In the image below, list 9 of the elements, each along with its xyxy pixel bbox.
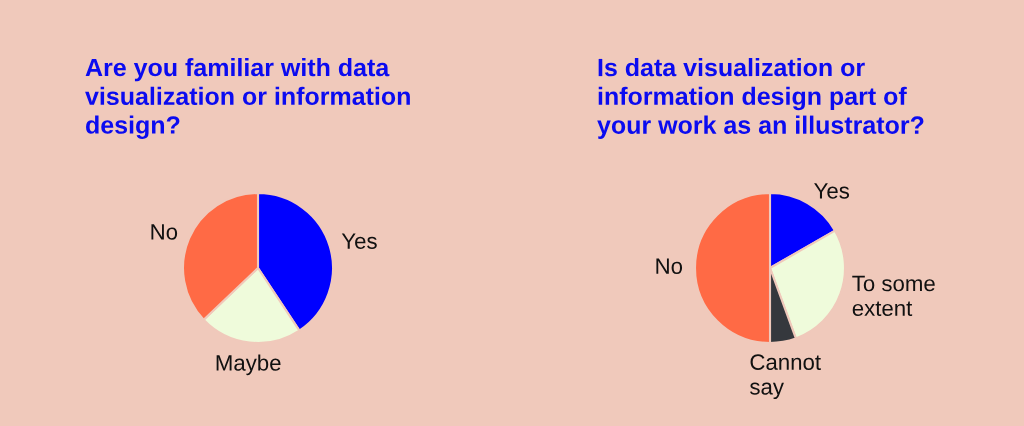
chart-title: Are you familiar with data visualization or information design? bbox=[85, 58, 410, 139]
slice-label: Maybe bbox=[216, 354, 281, 376]
slice-label: Cannot say bbox=[750, 354, 821, 400]
slice-label: To some extent bbox=[852, 275, 935, 317]
slice-label: No bbox=[656, 258, 683, 274]
chart-title: Is data visualization or information design part of your work as an illustrator? bbox=[597, 58, 924, 139]
slice-label: No bbox=[151, 224, 178, 240]
slice-label: Yes bbox=[814, 183, 850, 199]
slice-label: Yes bbox=[341, 233, 377, 249]
